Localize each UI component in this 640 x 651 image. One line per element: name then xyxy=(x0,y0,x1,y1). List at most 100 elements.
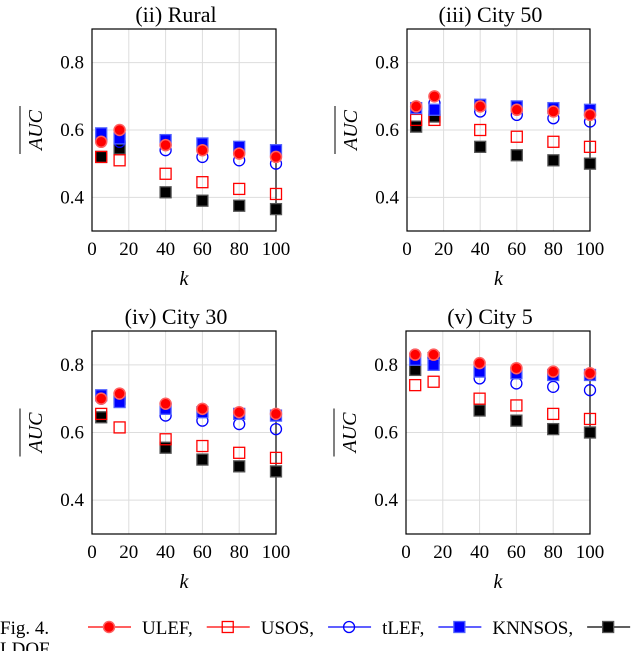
y-tick-label: 0.4 xyxy=(375,187,399,208)
x-tick-label: 100 xyxy=(262,542,291,563)
point-ldof xyxy=(95,150,108,164)
point-ulef xyxy=(159,397,172,410)
point-usos xyxy=(196,176,209,189)
subplot-title: (iv) City 30 xyxy=(125,304,228,329)
point-ulef xyxy=(196,402,209,416)
point-ldof xyxy=(583,426,597,439)
caption-wrap-text: LDOF xyxy=(0,639,50,651)
x-axis-label: k xyxy=(180,268,190,290)
y-tick-label: 0.8 xyxy=(375,53,399,74)
point-ldof xyxy=(547,422,560,436)
point-ulef xyxy=(196,143,209,157)
y-tick-label: 0.4 xyxy=(60,490,84,511)
y-axis-label: AUC xyxy=(339,412,361,455)
point-ldof xyxy=(474,140,487,153)
x-tick-label: 80 xyxy=(544,542,563,563)
point-ldof xyxy=(196,453,209,466)
point-usos xyxy=(113,421,126,434)
legend-label: ULEF, xyxy=(142,618,193,639)
point-usos xyxy=(113,154,126,167)
point-ldof xyxy=(159,186,172,199)
point-usos xyxy=(547,135,560,148)
point-ldof xyxy=(583,157,597,170)
point-usos xyxy=(196,439,209,453)
y-axis-label: AUC xyxy=(25,412,47,455)
point-ldof xyxy=(113,142,126,155)
legend-label: USOS, xyxy=(261,618,314,639)
point-tlef xyxy=(547,380,560,393)
x-tick-label: 0 xyxy=(87,239,97,260)
subplot-1: 0 20 40 60 80 100 0.4 0.6 0.8 (iii) City 50 k AUC xyxy=(334,2,604,290)
point-usos xyxy=(427,375,440,388)
point-ldof xyxy=(510,414,523,427)
point-ldof xyxy=(510,149,523,162)
legend-label: tLEF, xyxy=(382,618,424,639)
point-ulef xyxy=(546,365,560,378)
point-knnsos xyxy=(428,103,441,116)
subplot-0: 0 20 40 60 80 100 0.4 0.6 0.8 (ii) Rural k AUC xyxy=(19,2,290,290)
x-tick-label: 0 xyxy=(87,542,97,563)
legend-marker-icon xyxy=(601,620,615,634)
legend-item-usos: USOS, xyxy=(206,618,314,639)
x-tick-label: 20 xyxy=(434,239,453,260)
point-usos xyxy=(510,399,523,412)
point-ulef xyxy=(510,361,523,375)
x-axis-label: k xyxy=(180,571,190,593)
axes-frame xyxy=(91,28,277,232)
point-ldof xyxy=(233,199,246,212)
point-ulef xyxy=(113,387,126,400)
x-tick-label: 40 xyxy=(156,239,175,260)
axes-frame xyxy=(91,330,277,535)
legend-marker-icon xyxy=(342,620,356,634)
point-tlef xyxy=(269,422,283,436)
point-ulef xyxy=(232,147,246,160)
y-tick-label: 0.6 xyxy=(375,120,399,141)
y-tick-label: 0.8 xyxy=(374,355,398,376)
caption-fig-label: Fig. 4. xyxy=(0,618,49,639)
point-ldof xyxy=(409,120,423,133)
legend-item-tlef: tLEF, xyxy=(328,618,424,639)
point-ulef xyxy=(269,407,283,421)
x-tick-label: 20 xyxy=(119,239,138,260)
x-tick-label: 60 xyxy=(507,239,526,260)
y-axis-label: AUC xyxy=(25,109,47,152)
x-axis-label: k xyxy=(494,268,504,290)
point-ulef xyxy=(409,100,423,113)
point-ulef xyxy=(94,392,108,405)
point-ulef xyxy=(269,150,283,164)
y-tick-label: 0.4 xyxy=(374,490,398,511)
point-ulef xyxy=(583,367,597,380)
point-ulef xyxy=(427,348,440,361)
point-ulef xyxy=(510,103,524,117)
point-ldof xyxy=(233,460,246,473)
x-tick-label: 20 xyxy=(119,542,138,563)
point-usos xyxy=(95,150,108,164)
point-usos xyxy=(269,451,283,465)
point-usos xyxy=(409,378,422,392)
y-tick-label: 0.6 xyxy=(374,423,398,444)
legend-marker-icon xyxy=(453,620,466,634)
point-ulef xyxy=(408,348,422,361)
point-usos xyxy=(583,412,597,426)
point-ulef xyxy=(547,105,560,118)
subplot-2: 0 20 40 60 80 100 0.4 0.6 0.8 (iv) City 30 k AUC xyxy=(19,304,291,593)
subplot-title: (ii) Rural xyxy=(135,2,216,27)
y-axis-label: AUC xyxy=(340,109,362,152)
point-knnsos xyxy=(427,358,440,371)
point-ldof xyxy=(547,154,560,167)
legend-marker-icon xyxy=(102,620,116,634)
point-usos xyxy=(547,407,560,421)
point-ldof xyxy=(269,202,283,216)
legend-label: KNNSOS, xyxy=(492,618,573,639)
point-ulef xyxy=(583,108,597,122)
x-tick-label: 0 xyxy=(402,239,412,260)
y-tick-label: 0.6 xyxy=(60,423,84,444)
point-usos xyxy=(95,407,108,421)
x-tick-label: 80 xyxy=(230,542,249,563)
x-tick-label: 40 xyxy=(470,542,489,563)
x-tick-label: 40 xyxy=(156,542,175,563)
point-usos xyxy=(474,123,487,137)
x-tick-label: 80 xyxy=(544,239,563,260)
point-usos xyxy=(473,392,486,405)
